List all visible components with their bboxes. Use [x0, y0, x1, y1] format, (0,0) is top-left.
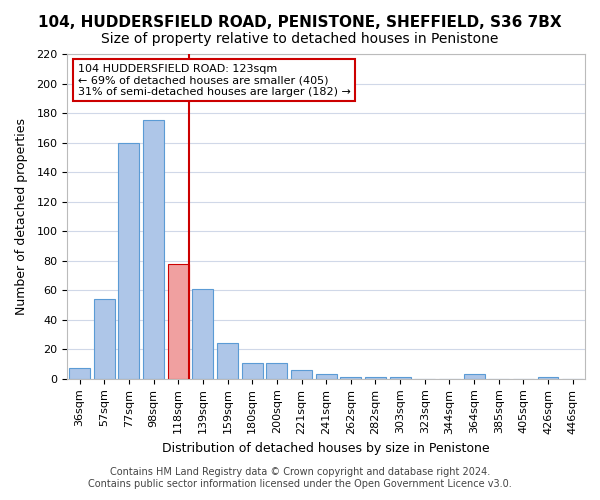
- Bar: [217, 344, 238, 379]
- Bar: [168, 264, 189, 379]
- Bar: [389, 378, 410, 379]
- Bar: [94, 299, 115, 379]
- Text: 104, HUDDERSFIELD ROAD, PENISTONE, SHEFFIELD, S36 7BX: 104, HUDDERSFIELD ROAD, PENISTONE, SHEFF…: [38, 15, 562, 30]
- Bar: [242, 362, 263, 379]
- Bar: [365, 378, 386, 379]
- Bar: [464, 374, 485, 379]
- Bar: [340, 378, 361, 379]
- Text: 104 HUDDERSFIELD ROAD: 123sqm
← 69% of detached houses are smaller (405)
31% of : 104 HUDDERSFIELD ROAD: 123sqm ← 69% of d…: [77, 64, 350, 97]
- Text: Contains HM Land Registry data © Crown copyright and database right 2024.
Contai: Contains HM Land Registry data © Crown c…: [88, 468, 512, 489]
- Bar: [69, 368, 90, 379]
- Bar: [316, 374, 337, 379]
- Bar: [291, 370, 312, 379]
- Bar: [266, 362, 287, 379]
- Bar: [118, 142, 139, 379]
- X-axis label: Distribution of detached houses by size in Penistone: Distribution of detached houses by size …: [163, 442, 490, 455]
- Text: Size of property relative to detached houses in Penistone: Size of property relative to detached ho…: [101, 32, 499, 46]
- Bar: [193, 289, 214, 379]
- Bar: [143, 120, 164, 379]
- Y-axis label: Number of detached properties: Number of detached properties: [15, 118, 28, 315]
- Bar: [538, 378, 559, 379]
